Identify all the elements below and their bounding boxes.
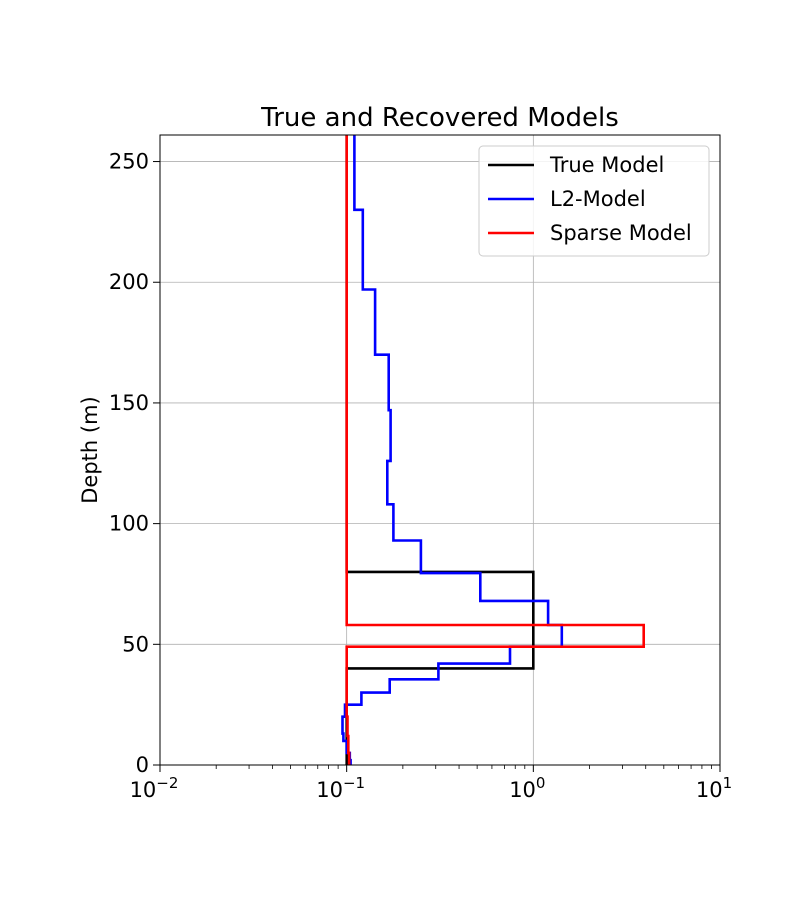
- legend: True Model L2-Model Sparse Model: [478, 145, 710, 257]
- plot-frame: [159, 134, 721, 766]
- series-layer: [341, 135, 646, 765]
- y-tick-label: 250: [109, 150, 149, 174]
- y-tick-label: 0: [136, 753, 149, 777]
- y-tick-label: 100: [109, 512, 149, 536]
- axes: 10−2 10−1 100 101 0 50 100 150 200 250: [109, 150, 732, 802]
- y-tick-label: 200: [109, 270, 149, 294]
- series-line-sparse-model: [345, 135, 646, 765]
- x-tick-label: 10−1: [316, 774, 365, 802]
- series-line-l2-model: [341, 135, 564, 765]
- legend-label: True Model: [549, 153, 664, 177]
- legend-label: L2-Model: [550, 187, 646, 211]
- y-tick-label: 150: [109, 391, 149, 415]
- y-tick-label: 50: [122, 632, 149, 656]
- y-axis-label: Depth (m): [78, 396, 102, 503]
- x-tick-label: 101: [696, 774, 732, 802]
- x-tick-label: 10−2: [130, 774, 179, 802]
- legend-label: Sparse Model: [550, 221, 692, 245]
- chart-title: True and Recovered Models: [260, 103, 619, 133]
- legend-box: [478, 145, 710, 257]
- x-tick-label: 100: [509, 774, 545, 802]
